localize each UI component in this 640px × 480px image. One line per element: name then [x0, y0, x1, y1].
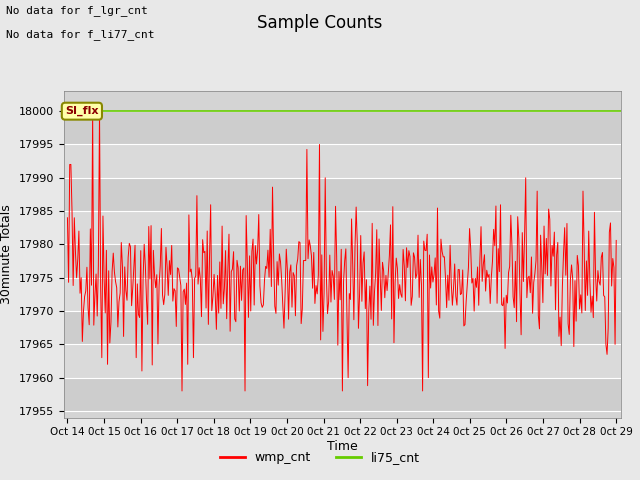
Bar: [64, 278, 621, 311]
Bar: [64, 144, 621, 178]
Bar: [64, 311, 621, 344]
Text: Sample Counts: Sample Counts: [257, 14, 383, 33]
Bar: [64, 244, 621, 278]
Y-axis label: 30minute Totals: 30minute Totals: [1, 204, 13, 304]
X-axis label: Time: Time: [327, 440, 358, 453]
Bar: [64, 344, 621, 378]
Bar: [64, 178, 621, 211]
Bar: [64, 211, 621, 244]
Legend: wmp_cnt, li75_cnt: wmp_cnt, li75_cnt: [215, 446, 425, 469]
Text: SI_flx: SI_flx: [65, 106, 99, 116]
Text: No data for f_lgr_cnt: No data for f_lgr_cnt: [6, 5, 148, 16]
Text: No data for f_li77_cnt: No data for f_li77_cnt: [6, 29, 155, 40]
Bar: [64, 111, 621, 144]
Bar: [64, 378, 621, 411]
